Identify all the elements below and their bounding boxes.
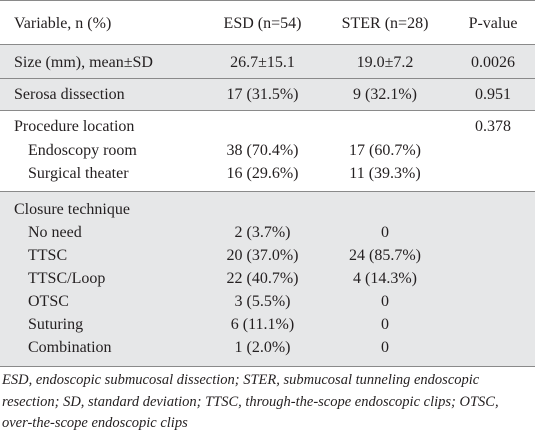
table-group-closure: Closure technique No need 2 (3.7%) 0 TTS… [0, 192, 535, 367]
list-item-esd: 1 (2.0%) [234, 339, 291, 356]
list-item-ster: 11 (39.3%) [349, 165, 421, 182]
table-group-procedure: Procedure location 0.378 Endoscopy room … [0, 111, 535, 192]
row-label: Serosa dissection [14, 86, 125, 103]
list-item-ster: 17 (60.7%) [349, 142, 421, 159]
list-item-ster: 0 [381, 293, 389, 310]
list-item-label: Combination [28, 339, 112, 356]
row-pvalue: 0.0026 [471, 54, 515, 71]
header-variable: Variable, n (%) [14, 15, 112, 32]
list-item-label: OTSC [28, 293, 69, 310]
row-label: Size (mm), mean±SD [14, 54, 153, 71]
list-item-label: No need [28, 224, 82, 241]
group-pvalue: 0.378 [475, 118, 511, 135]
list-item-ster: 0 [381, 316, 389, 333]
header-esd: ESD (n=54) [223, 15, 302, 32]
list-item-esd: 16 (29.6%) [226, 165, 299, 182]
row-esd: 17 (31.5%) [226, 86, 299, 103]
list-item-label: Surgical theater [28, 165, 129, 182]
list-item-label: TTSC [28, 247, 68, 264]
list-item-esd: 22 (40.7%) [226, 270, 299, 287]
list-item-esd: 2 (3.7%) [234, 224, 291, 241]
list-item-ster: 0 [381, 339, 389, 356]
list-item-ster: 24 (85.7%) [349, 247, 421, 264]
list-item-label: Suturing [28, 316, 84, 333]
results-table: Variable, n (%) ESD (n=54) STER (n=28) P… [0, 0, 535, 367]
group-label: Procedure location [14, 118, 135, 135]
table-row-serosa: Serosa dissection 17 (31.5%) 9 (32.1%) 0… [0, 79, 535, 111]
list-item-esd: 3 (5.5%) [234, 293, 291, 310]
list-item-ster: 4 (14.3%) [353, 270, 417, 287]
row-ster: 19.0±7.2 [356, 54, 414, 71]
header-pvalue: P-value [468, 15, 518, 32]
list-item-esd: 20 (37.0%) [226, 247, 299, 264]
row-ster: 9 (32.1%) [353, 86, 417, 103]
table-header: Variable, n (%) ESD (n=54) STER (n=28) P… [0, 0, 535, 45]
list-item-label: Endoscopy room [28, 142, 137, 159]
table-row-size: Size (mm), mean±SD 26.7±15.1 19.0±7.2 0.… [0, 45, 535, 79]
row-pvalue: 0.951 [475, 86, 511, 103]
list-item-esd: 6 (11.1%) [230, 316, 295, 333]
list-item-ster: 0 [381, 224, 389, 241]
group-label: Closure technique [14, 201, 130, 218]
list-item-esd: 38 (70.4%) [226, 142, 299, 159]
header-ster: STER (n=28) [341, 15, 429, 32]
list-item-label: TTSC/Loop [28, 270, 106, 287]
table-footnote: ESD, endoscopic submucosal dissection; S… [2, 372, 499, 431]
row-esd: 26.7±15.1 [230, 54, 295, 71]
